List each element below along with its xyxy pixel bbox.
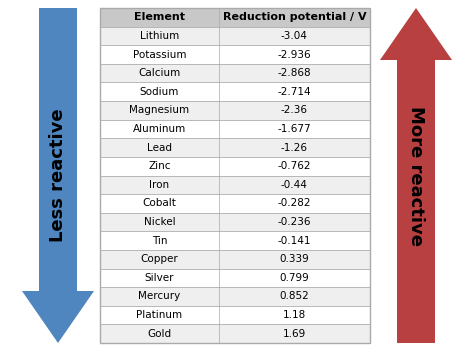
Bar [100, 176, 370, 194]
Text: Reduction potential / V: Reduction potential / V [223, 12, 366, 22]
Text: 0.852: 0.852 [280, 291, 309, 302]
Bar [100, 157, 370, 176]
Text: Zinc: Zinc [148, 161, 171, 171]
Text: Platinum: Platinum [137, 310, 182, 320]
Text: Lithium: Lithium [140, 31, 179, 41]
Bar [100, 138, 370, 157]
Text: Silver: Silver [145, 273, 174, 283]
Bar [100, 45, 370, 64]
Bar [100, 324, 370, 343]
Bar [100, 194, 370, 213]
Text: 1.69: 1.69 [283, 329, 306, 339]
Text: Element: Element [134, 12, 185, 22]
Text: -0.282: -0.282 [278, 198, 311, 208]
Text: Nickel: Nickel [144, 217, 175, 227]
Text: 0.799: 0.799 [280, 273, 309, 283]
Text: -2.868: -2.868 [278, 68, 311, 78]
Text: -0.141: -0.141 [278, 236, 311, 246]
Text: -3.04: -3.04 [281, 31, 308, 41]
Text: Gold: Gold [147, 329, 172, 339]
Text: Less reactive: Less reactive [49, 109, 67, 242]
Text: Aluminum: Aluminum [133, 124, 186, 134]
Bar [100, 269, 370, 287]
Bar [100, 27, 370, 45]
Text: Mercury: Mercury [138, 291, 181, 302]
Bar [100, 101, 370, 120]
Bar [100, 64, 370, 82]
Text: -2.36: -2.36 [281, 105, 308, 115]
Bar [100, 287, 370, 306]
Bar [100, 8, 370, 343]
Text: Cobalt: Cobalt [143, 198, 176, 208]
Text: Calcium: Calcium [138, 68, 181, 78]
Text: -1.26: -1.26 [281, 143, 308, 153]
Text: -2.714: -2.714 [278, 87, 311, 97]
Text: Copper: Copper [140, 254, 178, 264]
Bar [100, 231, 370, 250]
Bar [100, 82, 370, 101]
Bar [100, 8, 370, 27]
Text: Tin: Tin [152, 236, 167, 246]
Text: Potassium: Potassium [133, 49, 186, 60]
Bar [100, 250, 370, 269]
Text: Lead: Lead [147, 143, 172, 153]
Text: -2.936: -2.936 [278, 49, 311, 60]
Text: Iron: Iron [149, 180, 170, 190]
Text: -1.677: -1.677 [278, 124, 311, 134]
Bar [100, 120, 370, 138]
FancyArrow shape [380, 8, 452, 343]
Text: 0.339: 0.339 [280, 254, 309, 264]
Bar [100, 213, 370, 231]
Text: Sodium: Sodium [140, 87, 179, 97]
Text: More reactive: More reactive [407, 106, 425, 245]
Text: 1.18: 1.18 [283, 310, 306, 320]
Bar [100, 306, 370, 324]
Text: -0.44: -0.44 [281, 180, 308, 190]
Text: Magnesium: Magnesium [129, 105, 190, 115]
FancyArrow shape [22, 8, 94, 343]
Text: -0.762: -0.762 [278, 161, 311, 171]
Text: -0.236: -0.236 [278, 217, 311, 227]
